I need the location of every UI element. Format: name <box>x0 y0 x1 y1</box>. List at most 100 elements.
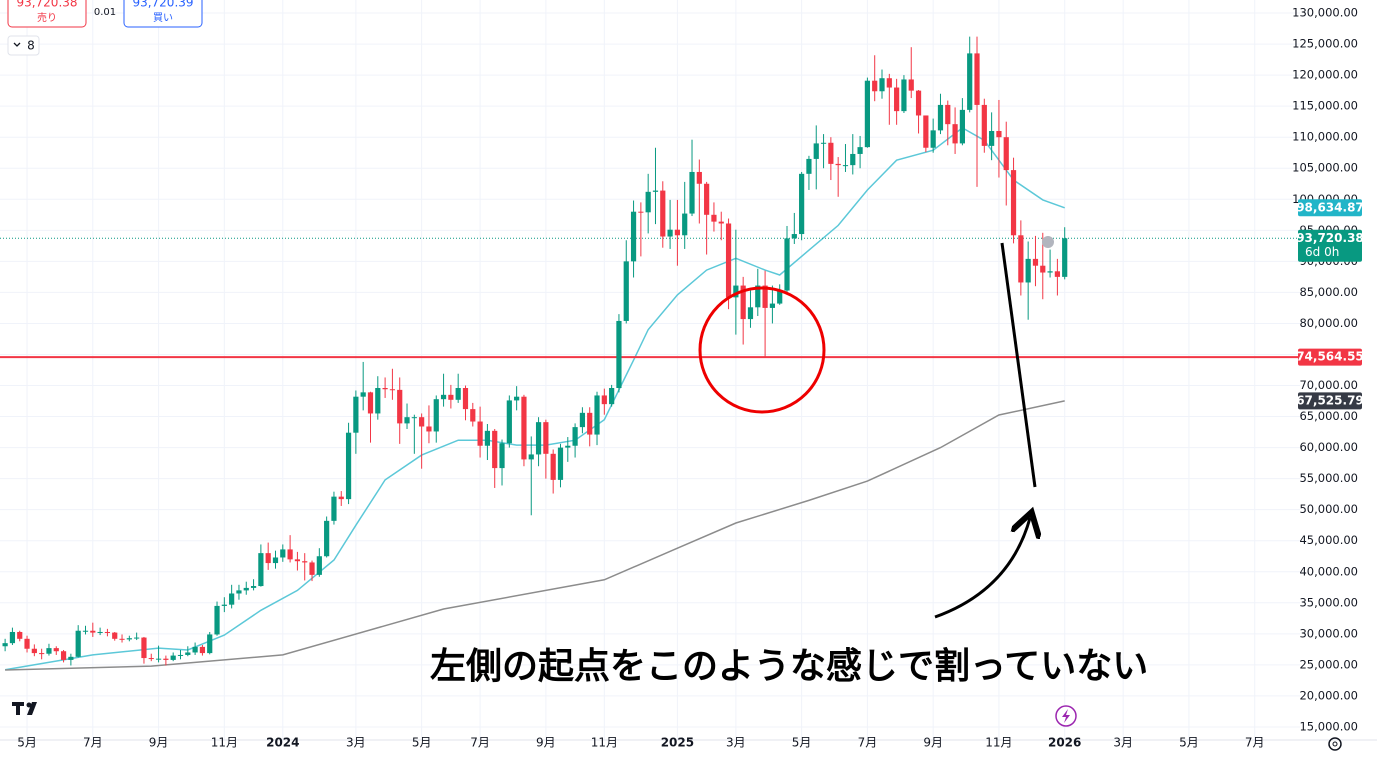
candle-body <box>835 163 841 166</box>
candle-body <box>126 638 132 640</box>
candle-body <box>419 417 425 427</box>
candle-body <box>185 652 191 655</box>
candle-body <box>740 285 746 320</box>
candle-body <box>777 290 783 304</box>
x-tick-label: 5月 <box>17 736 37 750</box>
candle-body <box>704 183 710 215</box>
candle-body <box>199 646 206 654</box>
y-tick-label: 45,000.00 <box>1299 533 1358 547</box>
y-tick-label: 15,000.00 <box>1299 719 1358 733</box>
x-tick-label: 5月 <box>412 736 432 750</box>
candle-body <box>338 496 344 500</box>
candle-body <box>1003 137 1009 171</box>
candle-body <box>981 104 987 146</box>
candle-body <box>46 648 52 654</box>
candle-body <box>82 630 89 632</box>
candle-body <box>557 447 564 480</box>
candle-body <box>148 658 154 660</box>
candle-body <box>155 658 162 660</box>
quantity: 0.01 <box>94 7 116 18</box>
candle-body <box>2 643 8 647</box>
chevron <box>13 42 21 47</box>
annotation-text: 左側の起点をこのような感じで割っていない <box>430 646 1148 687</box>
candle-body <box>784 238 790 291</box>
buy-price: 93,720.39 <box>132 0 193 10</box>
x-tick-label: 11月 <box>211 736 238 750</box>
candle-body <box>565 445 571 448</box>
candle-body <box>163 658 169 660</box>
y-tick-label: 50,000.00 <box>1299 502 1358 516</box>
y-tick-label: 20,000.00 <box>1299 688 1358 702</box>
candle-body <box>689 171 695 214</box>
candle-body <box>411 417 417 419</box>
candle-body <box>389 389 396 391</box>
candle-body <box>309 562 315 575</box>
candle-body <box>331 496 337 521</box>
candle-body <box>996 130 1002 138</box>
candle-body <box>959 109 965 144</box>
indicator-toggle[interactable] <box>7 35 40 56</box>
candle-body <box>426 426 432 432</box>
price-label: 98,634.87 <box>1296 200 1364 214</box>
candle-body <box>250 586 257 588</box>
candle-body <box>177 654 184 656</box>
candle-body <box>908 79 914 91</box>
candle-body <box>316 556 322 575</box>
buy-button[interactable] <box>123 0 203 28</box>
settings-icon[interactable] <box>1328 737 1342 751</box>
candle-body <box>455 388 461 400</box>
buy-label: 買い <box>153 12 173 24</box>
y-tick-label: 60,000.00 <box>1299 440 1358 454</box>
candle-body <box>623 261 629 321</box>
y-tick-label: 105,000.00 <box>1292 161 1358 175</box>
candle-body <box>440 394 447 400</box>
candle-body <box>345 432 352 500</box>
candle-body <box>864 80 870 148</box>
candle-body <box>945 104 951 125</box>
candle-body <box>850 153 856 166</box>
candle-body <box>433 399 439 432</box>
candle-body <box>243 587 249 591</box>
candle-body <box>484 430 491 446</box>
candle-body <box>755 285 761 308</box>
candle-body <box>1062 238 1068 277</box>
candle-body <box>470 409 476 422</box>
x-tick-label: 7月 <box>83 736 103 750</box>
x-tick-label: 3月 <box>1113 736 1133 750</box>
candle-body <box>813 143 819 159</box>
candle-body <box>477 421 483 446</box>
candle-body <box>1018 235 1024 283</box>
candle-body <box>543 422 549 454</box>
candle-body <box>1010 170 1017 236</box>
x-tick-label: 3月 <box>726 736 746 750</box>
candle-body <box>192 646 198 653</box>
y-tick-label: 65,000.00 <box>1299 409 1358 423</box>
candle-body <box>53 648 59 652</box>
x-tick-label: 2025 <box>661 736 694 750</box>
candle-body <box>535 422 542 455</box>
price-countdown: 6d 0h <box>1305 245 1339 259</box>
sell-button[interactable] <box>7 0 87 28</box>
candle-body <box>272 557 279 564</box>
y-tick-label: 110,000.00 <box>1292 130 1358 144</box>
candle-body <box>820 142 827 144</box>
candle-body <box>514 396 520 401</box>
candle-body <box>287 549 293 560</box>
x-tick-label: 11月 <box>985 736 1012 750</box>
candle-body <box>221 604 227 606</box>
flash-icon[interactable] <box>1055 705 1077 727</box>
arrow <box>934 518 1030 619</box>
price-label: 93,720.38 <box>1296 231 1364 245</box>
x-tick-label: 5月 <box>1179 736 1199 750</box>
y-tick-label: 125,000.00 <box>1292 37 1358 51</box>
candle-body <box>170 655 176 660</box>
candle-body <box>609 388 615 405</box>
alert-icon[interactable] <box>1042 236 1054 248</box>
candle-body <box>382 388 388 390</box>
candle-body <box>302 561 308 563</box>
candle-body <box>236 590 242 594</box>
candle-body <box>375 388 381 414</box>
candle-body <box>448 394 454 400</box>
candle-body <box>280 549 286 558</box>
candle-body <box>506 400 512 444</box>
